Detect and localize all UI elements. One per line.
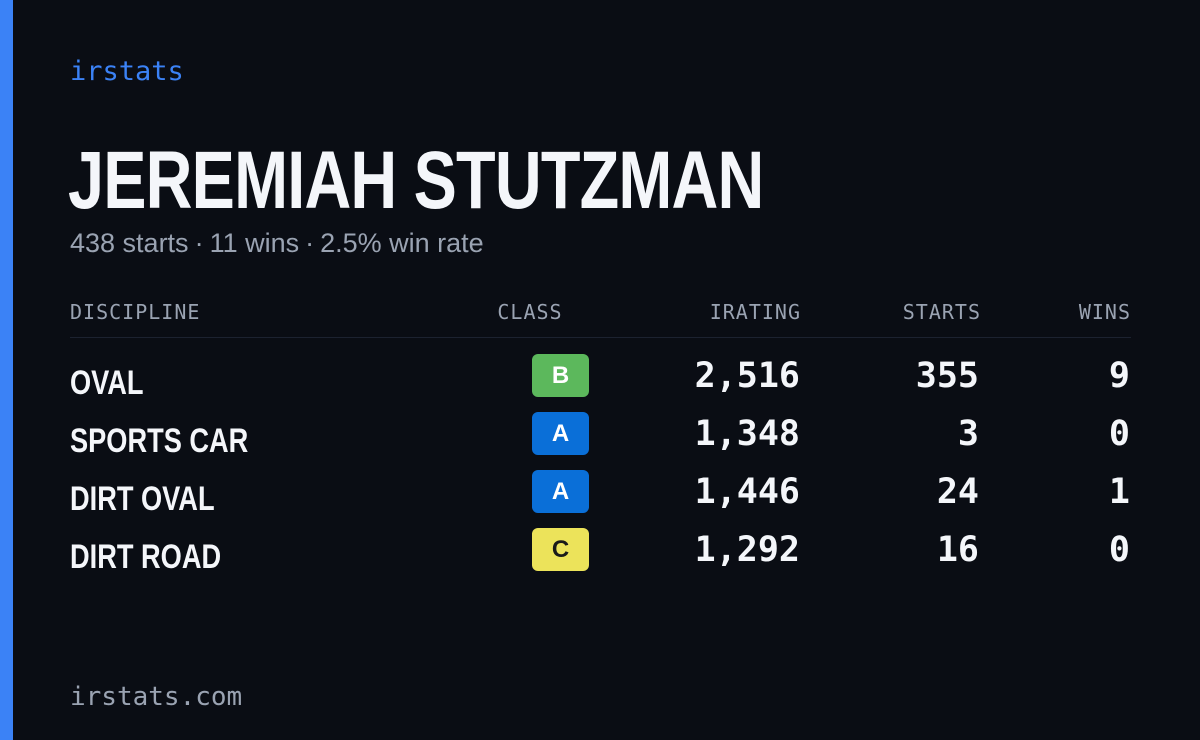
- table-header: DISCIPLINE CLASS IRATING STARTS WINS: [70, 298, 1131, 338]
- table-body: OVAL B 2,516 355 9 SPORTS CAR A 1,348 3 …: [70, 338, 1131, 586]
- irating-value: 1,446: [694, 472, 800, 512]
- irating-value: 1,348: [694, 414, 800, 454]
- table-row: DIRT OVAL A 1,446 24 1: [70, 470, 1131, 528]
- starts-value: 16: [936, 530, 979, 570]
- discipline-name: OVAL: [70, 364, 144, 402]
- wins-value: 9: [1108, 356, 1130, 396]
- separator: ·: [194, 228, 204, 258]
- starts-summary: 438 starts: [70, 228, 189, 258]
- win-rate-summary: 2.5% win rate: [320, 228, 484, 258]
- starts-value: 3: [957, 414, 979, 454]
- header-class: CLASS: [497, 300, 563, 324]
- header-irating: IRATING: [709, 300, 801, 324]
- stats-table: DISCIPLINE CLASS IRATING STARTS WINS OVA…: [70, 298, 1131, 586]
- class-badge: C: [532, 528, 589, 571]
- table-row: SPORTS CAR A 1,348 3 0: [70, 412, 1131, 470]
- header-starts: STARTS: [902, 300, 981, 324]
- discipline-name: SPORTS CAR: [70, 422, 249, 460]
- header-wins: WINS: [1078, 300, 1131, 324]
- wins-value: 0: [1108, 414, 1130, 454]
- class-badge: A: [532, 470, 589, 513]
- footer-url: irstats.com: [70, 682, 243, 712]
- header-discipline: DISCIPLINE: [70, 300, 201, 324]
- table-row: DIRT ROAD C 1,292 16 0: [70, 528, 1131, 586]
- wins-summary: 11 wins: [209, 228, 300, 258]
- class-badge: A: [532, 412, 589, 455]
- accent-bar: [0, 0, 13, 740]
- player-summary: 438 starts · 11 wins · 2.5% win rate: [70, 228, 484, 259]
- player-name: JEREMIAH STUTZMAN: [68, 135, 764, 226]
- discipline-name: DIRT OVAL: [70, 480, 215, 518]
- wins-value: 1: [1108, 472, 1130, 512]
- irating-value: 2,516: [694, 356, 800, 396]
- irating-value: 1,292: [694, 530, 800, 570]
- table-row: OVAL B 2,516 355 9: [70, 354, 1131, 412]
- separator: ·: [305, 228, 315, 258]
- starts-value: 24: [936, 472, 979, 512]
- brand-logo-text: irstats: [70, 56, 184, 87]
- class-badge: B: [532, 354, 589, 397]
- discipline-name: DIRT ROAD: [70, 538, 222, 576]
- starts-value: 355: [915, 356, 979, 396]
- wins-value: 0: [1108, 530, 1130, 570]
